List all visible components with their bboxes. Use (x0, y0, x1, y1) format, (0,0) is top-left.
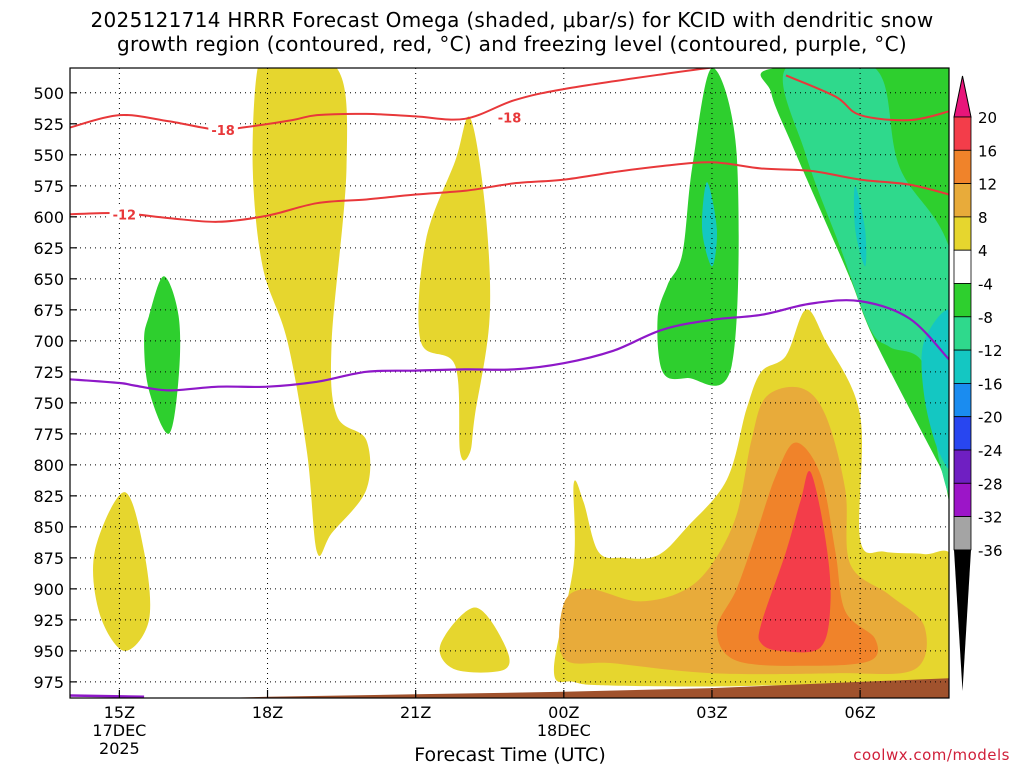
y-tick-label: 975 (33, 673, 64, 692)
omega-shading (93, 68, 949, 698)
y-tick-label: 575 (33, 177, 64, 196)
omega-region-neg-12 (921, 309, 949, 470)
colorbar-level-label: -12 (978, 342, 1003, 360)
contour-label: -18 (211, 124, 235, 139)
title-line-1: 2025121714 HRRR Forecast Omega (shaded, … (90, 8, 934, 32)
y-tick-label: 825 (33, 487, 64, 506)
y-tick-label: 775 (33, 425, 64, 444)
colorbar-level-label: 12 (978, 176, 997, 194)
x-tick-year: 2025 (99, 739, 140, 758)
y-tick-label: 700 (33, 332, 64, 351)
credit-text: coolwx.com/models (853, 746, 1010, 764)
contour-lines: -18 -18 -12 (70, 68, 949, 698)
title-line-2: growth region (contoured, red, °C) and f… (117, 32, 907, 56)
colorbar-level-label: -16 (978, 375, 1003, 393)
colorbar-swatch (953, 416, 972, 451)
colorbar-bottom-arrow (954, 549, 971, 691)
y-tick-label: 550 (33, 146, 64, 165)
contour-label: -18 (498, 112, 522, 127)
colorbar-swatch (953, 316, 972, 351)
y-tick-label: 500 (33, 84, 64, 103)
colorbar-level-label: 4 (978, 242, 988, 260)
colorbar-swatch (953, 216, 972, 251)
x-tick-label: 15Z (104, 703, 135, 722)
x-tick-label: 18Z (252, 703, 283, 722)
plot-area: -18 -18 -12 (70, 68, 949, 698)
colorbar-swatch (953, 283, 972, 318)
dgz-contour-line (70, 68, 716, 132)
colorbar-level-label: -36 (978, 542, 1003, 560)
y-tick-label: 675 (33, 301, 64, 320)
x-tick-date: 17DEC (92, 721, 146, 740)
y-tick-label: 900 (33, 580, 64, 599)
colorbar-level-label: 20 (978, 109, 997, 127)
plot-frame (69, 67, 950, 699)
y-axis: 500 525 550 575 600 625 650 675 700 725 750 775 800 8… (33, 84, 77, 692)
colorbar-level-label: -8 (978, 309, 993, 327)
colorbar-swatch (953, 382, 972, 418)
colorbar-level-label: 8 (978, 209, 988, 227)
colorbar-swatch (953, 482, 972, 517)
colorbar-level-label: 16 (978, 142, 997, 160)
contour-label-background (494, 109, 525, 126)
omega-region-neg-12 (853, 185, 867, 267)
y-tick-label: 850 (33, 518, 64, 537)
x-axis-title: Forecast Time (UTC) (414, 744, 606, 766)
y-tick-label: 875 (33, 549, 64, 568)
colorbar-level-label: -32 (978, 509, 1003, 527)
colorbar-level-label: -20 (978, 409, 1003, 427)
contour-label-background (208, 122, 238, 139)
y-tick-label: 725 (33, 363, 64, 382)
contour-label: -12 (113, 208, 137, 223)
omega-region-neg-4 (144, 276, 181, 434)
colorbar-swatch (953, 516, 972, 551)
y-tick-label: 950 (33, 642, 64, 661)
contour-label-background (109, 206, 140, 223)
colorbar-swatch (953, 116, 972, 151)
omega-region-pos-4 (93, 492, 151, 651)
colorbar-level-label: -28 (978, 475, 1003, 493)
colorbar-top-arrow (953, 75, 972, 118)
omega-region-pos-4 (252, 68, 371, 556)
colorbar-swatch (953, 249, 972, 284)
x-tick-label: 21Z (400, 703, 431, 722)
colorbar-level-label: -24 (978, 442, 1003, 460)
x-tick-label: 03Z (696, 703, 727, 722)
freezing-level-line (70, 299, 949, 392)
x-tick-label: 00Z (548, 703, 579, 722)
colorbar-level-label: -4 (978, 276, 993, 294)
omega-region-neg-12 (701, 182, 718, 267)
colorbar-swatch (953, 349, 972, 384)
freezing-level-surface-line (70, 694, 145, 698)
x-tick-date: 18DEC (537, 721, 591, 740)
omega-region-pos-16 (758, 471, 831, 653)
colorbar: 20 16 12 8 4 -4 -8 -12 -16 -20 -24 -28 -32 -36 (953, 75, 1003, 691)
omega-region-pos-4 (418, 116, 491, 461)
terrain-fill (219, 678, 949, 698)
x-tick-label: 06Z (844, 703, 875, 722)
omega-region-pos-4 (439, 607, 510, 673)
y-tick-label: 750 (33, 394, 64, 413)
dgz-contour-line (785, 74, 949, 122)
omega-region-neg-8 (782, 68, 949, 495)
y-tick-label: 650 (33, 270, 64, 289)
y-tick-label: 525 (33, 115, 64, 134)
omega-region-neg-4 (657, 68, 739, 386)
chart-title: 2025121714 HRRR Forecast Omega (shaded, … (0, 8, 1024, 56)
y-tick-label: 925 (33, 611, 64, 630)
y-tick-label: 600 (33, 208, 64, 227)
y-tick-label: 625 (33, 239, 64, 258)
colorbar-swatch (953, 183, 972, 218)
y-tick-label: 800 (33, 456, 64, 475)
dgz-contour-line (70, 161, 949, 223)
colorbar-swatch (953, 149, 972, 185)
colorbar-swatch (953, 449, 972, 484)
